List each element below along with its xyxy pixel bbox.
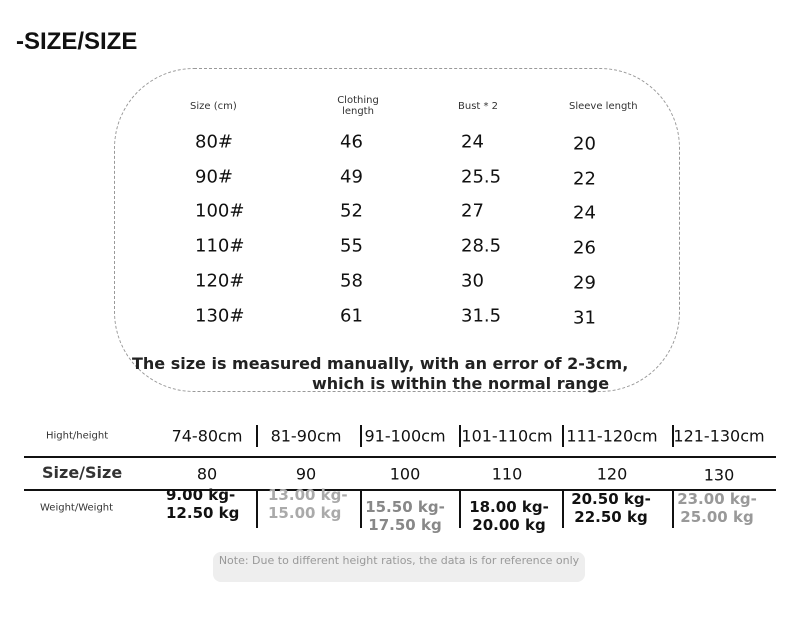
- size-chart-cell: 26: [573, 237, 596, 259]
- weight-label: Weight/Weight: [40, 502, 114, 514]
- size-value: 100: [389, 464, 421, 484]
- size-chart-cell: 25.5: [461, 166, 502, 188]
- column-divider: [562, 490, 564, 528]
- measure-note-1: The size is measured manually, with an e…: [132, 354, 629, 373]
- column-divider: [459, 490, 461, 528]
- size-chart-cell: 100#: [195, 200, 245, 222]
- size-chart-cell: 30: [461, 270, 484, 292]
- height-label: Hight/height: [46, 430, 109, 442]
- column-divider: [672, 490, 674, 528]
- reference-note: Note: Due to different height ratios, th…: [213, 552, 585, 582]
- size-chart-cell: 90#: [195, 166, 233, 188]
- size-chart-cell: 46: [340, 131, 363, 153]
- size-chart-cell: 58: [340, 270, 363, 292]
- size-chart-cell: 130#: [195, 305, 245, 327]
- size-chart-cell: 28.5: [461, 235, 502, 257]
- weight-value: 20.50 kg-22.50 kg: [571, 490, 651, 526]
- column-divider: [459, 425, 461, 447]
- weight-value: 13.00 kg-15.00 kg: [268, 486, 348, 522]
- size-chart-cell: 120#: [195, 270, 245, 292]
- size-value: 80: [196, 464, 218, 484]
- size-chart-header: Bust * 2: [458, 101, 499, 112]
- size-chart-cell: 80#: [195, 131, 233, 153]
- size-chart-frame: [114, 68, 680, 392]
- size-chart-cell: 31.5: [461, 305, 502, 327]
- height-value: 74-80cm: [171, 426, 243, 446]
- size-chart-cell: 29: [573, 272, 596, 294]
- column-divider: [672, 425, 674, 447]
- size-chart-cell: 24: [573, 202, 596, 224]
- size-value: 110: [491, 464, 523, 484]
- page-title: -SIZE/SIZE: [16, 28, 138, 55]
- size-chart-cell: 27: [461, 200, 484, 222]
- divider: [24, 456, 776, 458]
- height-value: 121-130cm: [673, 426, 765, 446]
- height-value: 91-100cm: [364, 426, 446, 446]
- column-divider: [256, 425, 258, 447]
- size-chart-cell: 49: [340, 166, 363, 188]
- weight-value: 23.00 kg-25.00 kg: [677, 490, 757, 526]
- size-chart-header: Size (cm): [190, 101, 237, 112]
- size-chart-cell: 52: [340, 200, 363, 222]
- size-value: 120: [596, 464, 628, 484]
- column-divider: [360, 425, 362, 447]
- divider: [24, 489, 776, 491]
- size-value: 130: [703, 465, 735, 485]
- size-chart-cell: 20: [573, 133, 596, 155]
- column-divider: [256, 490, 258, 528]
- column-divider: [360, 490, 362, 528]
- height-value: 101-110cm: [461, 426, 553, 446]
- measure-note-2: which is within the normal range: [312, 374, 610, 393]
- size-chart-header: Sleeve length: [569, 101, 638, 112]
- column-divider: [562, 425, 564, 447]
- height-value: 111-120cm: [566, 426, 658, 446]
- weight-value: 18.00 kg-20.00 kg: [469, 498, 549, 534]
- size-chart-cell: 61: [340, 305, 363, 327]
- size-chart-cell: 110#: [195, 235, 245, 257]
- weight-value: 15.50 kg-17.50 kg: [365, 498, 445, 534]
- size-chart-cell: 55: [340, 235, 363, 257]
- size-value: 90: [295, 464, 317, 484]
- height-value: 81-90cm: [270, 426, 342, 446]
- size-chart-cell: 24: [461, 131, 484, 153]
- weight-value: 9.00 kg-12.50 kg: [166, 486, 240, 522]
- size-chart-cell: 31: [573, 307, 596, 329]
- size-chart-header: Clothing length: [337, 95, 379, 117]
- size-label: Size/Size: [42, 463, 123, 482]
- size-chart-cell: 22: [573, 168, 596, 190]
